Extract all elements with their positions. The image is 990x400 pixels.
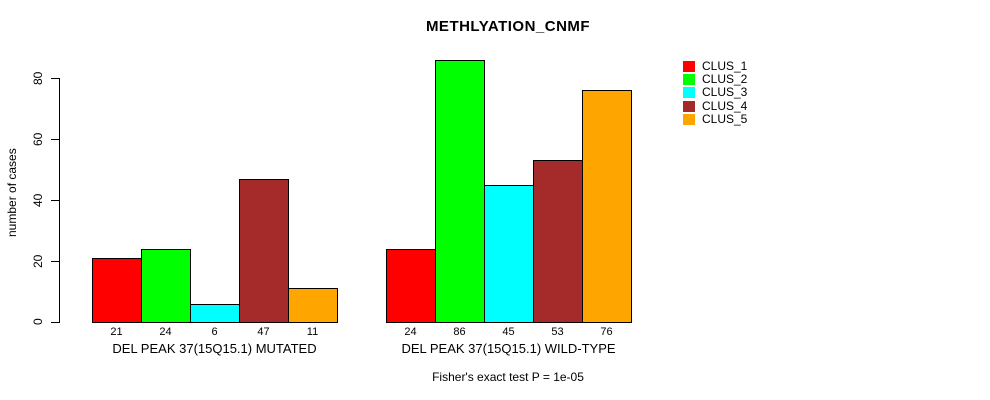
bar-value-label: 45 (502, 326, 515, 338)
legend-item-clus_5: CLUS_5 (683, 113, 747, 126)
bar-clus_2 (141, 249, 191, 323)
bar-clus_3 (190, 304, 240, 323)
y-tick-mark (51, 261, 59, 262)
legend-item-clus_4: CLUS_4 (683, 100, 747, 113)
legend-label: CLUS_3 (702, 85, 748, 99)
bar-clus_5 (288, 288, 338, 323)
group-label: DEL PEAK 37(15Q15.1) MUTATED (112, 341, 317, 356)
bar-value-label: 53 (551, 326, 564, 338)
y-tick-mark (51, 78, 59, 79)
y-axis-line (59, 78, 60, 323)
legend-item-clus_1: CLUS_1 (683, 60, 747, 73)
group-label: DEL PEAK 37(15Q15.1) WILD-TYPE (401, 341, 616, 356)
legend-swatch-icon (683, 87, 695, 98)
bar-clus_4 (239, 179, 289, 323)
y-tick-mark (51, 200, 59, 201)
bar-clus_2 (435, 60, 485, 323)
legend-swatch-icon (683, 101, 695, 112)
legend-label: CLUS_2 (702, 72, 748, 86)
legend-swatch-icon (683, 74, 695, 85)
y-tick-label: 80 (31, 71, 45, 85)
y-axis-title: number of cases (5, 148, 19, 237)
y-tick-label: 60 (31, 132, 45, 146)
y-tick-label: 40 (31, 193, 45, 207)
y-tick-mark (51, 322, 59, 323)
legend-swatch-icon (683, 61, 695, 72)
y-tick-mark (51, 139, 59, 140)
bar-clus_5 (582, 90, 632, 323)
bar-clus_4 (533, 160, 583, 323)
y-tick-label: 20 (31, 254, 45, 268)
bar-value-label: 11 (306, 326, 319, 338)
legend-item-clus_3: CLUS_3 (683, 86, 747, 99)
bar-value-label: 76 (600, 326, 613, 338)
legend-label: CLUS_5 (702, 112, 748, 126)
bar-value-label: 24 (159, 326, 172, 338)
bar-value-label: 86 (453, 326, 466, 338)
bar-value-label: 24 (404, 326, 417, 338)
legend-label: CLUS_1 (702, 59, 748, 73)
bar-value-label: 47 (257, 326, 270, 338)
bar-clus_1 (92, 258, 142, 323)
y-tick-label: 0 (31, 318, 45, 326)
bar-clus_1 (386, 249, 436, 323)
chart-title: METHLYATION_CNMF (425, 18, 591, 35)
legend-swatch-icon (683, 114, 695, 125)
bar-value-label: 21 (110, 326, 123, 338)
pvalue-annotation: Fisher's exact test P = 1e-05 (432, 370, 584, 384)
legend-label: CLUS_4 (702, 99, 748, 113)
legend-item-clus_2: CLUS_2 (683, 73, 747, 86)
bar-value-label: 6 (211, 326, 218, 338)
bar-clus_3 (484, 185, 534, 323)
